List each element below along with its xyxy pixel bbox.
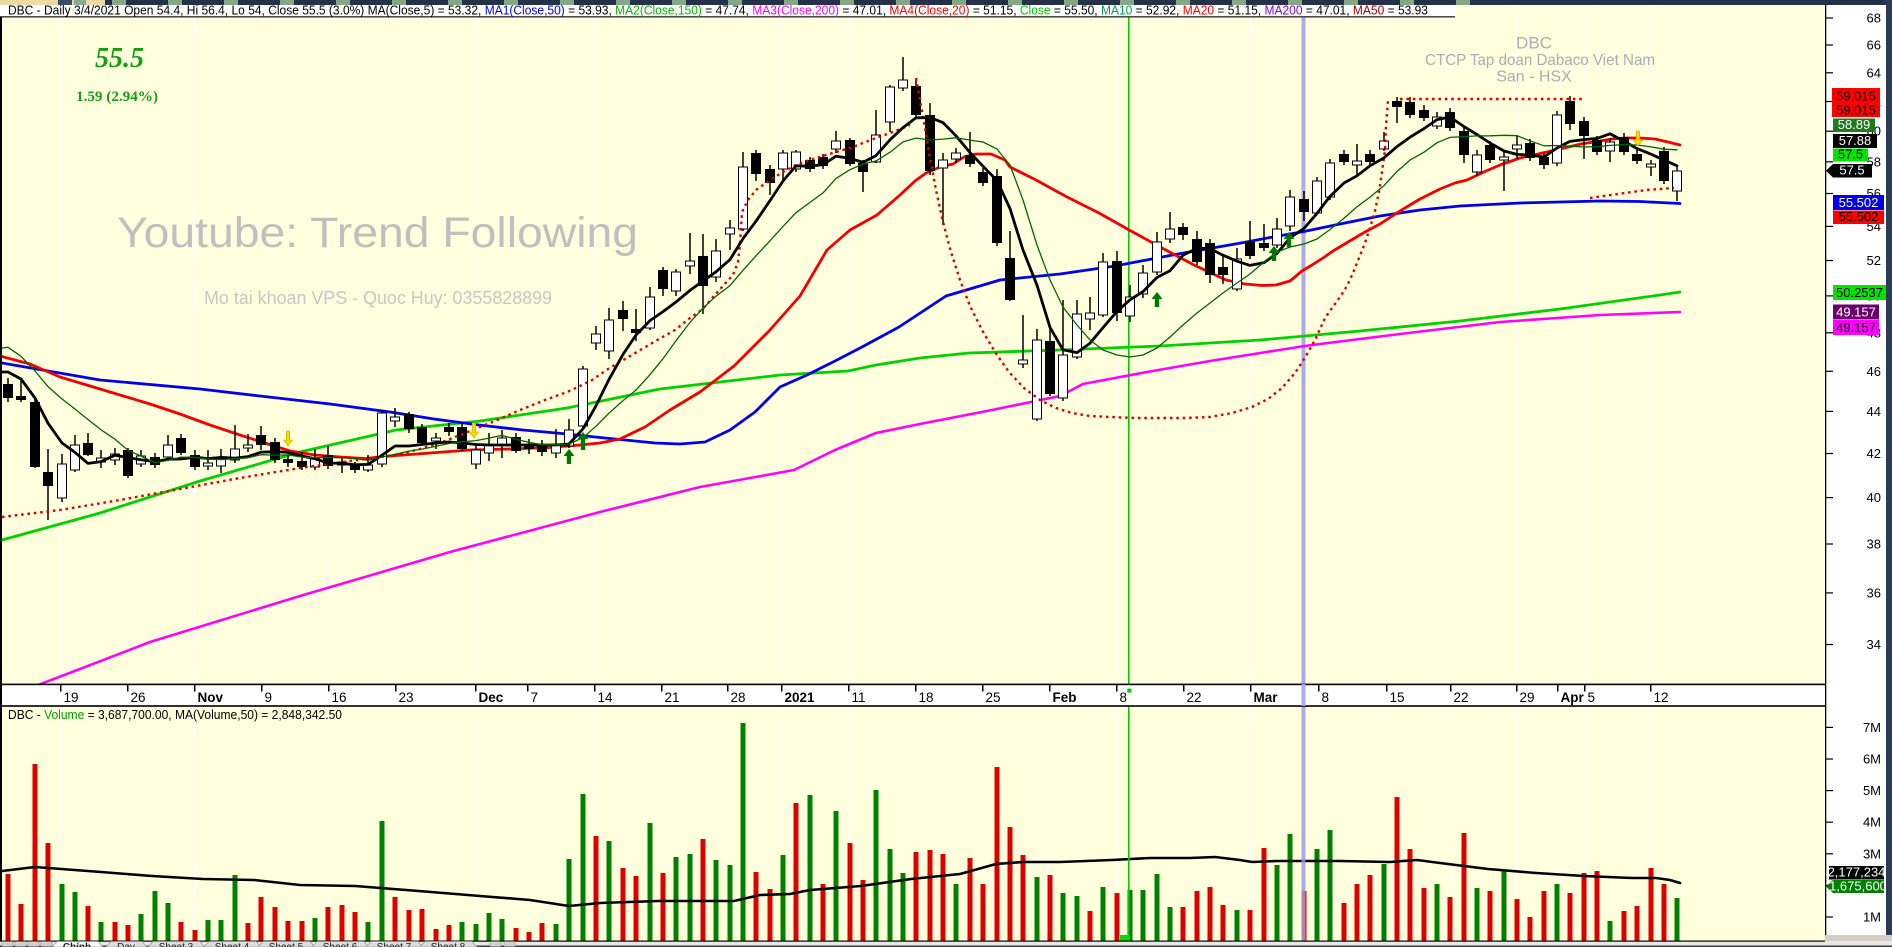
svg-text:55.5: 55.5 [95, 43, 144, 74]
svg-text:57.5: 57.5 [1838, 147, 1863, 162]
svg-text:12: 12 [1654, 690, 1669, 705]
svg-text:18: 18 [919, 690, 934, 705]
svg-text:59.015: 59.015 [1836, 103, 1876, 118]
svg-text:Chính: Chính [63, 942, 91, 947]
svg-text:55.502: 55.502 [1839, 209, 1879, 224]
svg-text:66: 66 [1867, 38, 1881, 53]
svg-text:6M: 6M [1863, 752, 1881, 767]
svg-text:Feb: Feb [1053, 690, 1077, 705]
svg-text:Mar: Mar [1254, 690, 1279, 705]
svg-text:46: 46 [1867, 364, 1881, 379]
svg-text:5: 5 [1588, 690, 1596, 705]
svg-text:Dec: Dec [479, 690, 504, 705]
svg-text:7M: 7M [1863, 720, 1881, 735]
svg-text:Sheet 4: Sheet 4 [215, 942, 250, 947]
svg-text:38: 38 [1867, 537, 1881, 552]
svg-text:Day: Day [117, 942, 135, 947]
svg-text:44: 44 [1867, 404, 1881, 419]
svg-text:4M: 4M [1863, 815, 1881, 830]
svg-text:2,177,234: 2,177,234 [1828, 865, 1886, 880]
svg-text:Mo tai khoan VPS - Quoc Huy: 0: Mo tai khoan VPS - Quoc Huy: 0355828899 [204, 288, 552, 308]
svg-text:5M: 5M [1863, 783, 1881, 798]
svg-text:40: 40 [1867, 490, 1881, 505]
svg-text:36: 36 [1867, 585, 1881, 600]
svg-text:21: 21 [665, 690, 680, 705]
svg-text:23: 23 [399, 690, 414, 705]
svg-text:San - HSX: San - HSX [1496, 69, 1572, 86]
svg-text:15: 15 [1390, 690, 1405, 705]
svg-text:Sheet 3: Sheet 3 [159, 942, 194, 947]
svg-text:9: 9 [265, 690, 273, 705]
svg-text:Sheet 7: Sheet 7 [377, 942, 412, 947]
svg-text:52: 52 [1867, 253, 1881, 268]
svg-text:CTCP Tap doan Dabaco Viet Nam: CTCP Tap doan Dabaco Viet Nam [1425, 52, 1655, 69]
svg-text:8: 8 [1120, 690, 1128, 705]
svg-text:34: 34 [1867, 637, 1881, 652]
svg-text:Sheet 5: Sheet 5 [269, 942, 304, 947]
svg-text:28: 28 [731, 690, 746, 705]
svg-text:58.89: 58.89 [1838, 117, 1871, 132]
svg-text:49.157: 49.157 [1836, 320, 1876, 335]
svg-text:Youtube: Trend Following: Youtube: Trend Following [117, 209, 638, 257]
svg-text:57.88: 57.88 [1839, 133, 1872, 148]
svg-text:11: 11 [852, 690, 866, 705]
svg-text:57.5: 57.5 [1839, 163, 1864, 178]
svg-text:59.015: 59.015 [1836, 89, 1876, 104]
svg-text:8: 8 [1322, 690, 1330, 705]
svg-text:19: 19 [64, 690, 79, 705]
svg-text:22: 22 [1187, 690, 1202, 705]
svg-text:25: 25 [986, 690, 1001, 705]
svg-text:49.157: 49.157 [1836, 305, 1876, 320]
svg-text:68: 68 [1867, 11, 1881, 26]
svg-text:42: 42 [1867, 446, 1881, 461]
svg-text:3M: 3M [1863, 846, 1881, 861]
svg-text:Sheet 6: Sheet 6 [323, 942, 358, 947]
svg-text:DBC - Daily 3/4/2021 Open 54.4: DBC - Daily 3/4/2021 Open 54.4, Hi 56.4,… [8, 3, 1428, 17]
svg-text:29: 29 [1520, 690, 1535, 705]
svg-text:1.59 (2.94%): 1.59 (2.94%) [76, 89, 158, 105]
svg-text:1,675,600: 1,675,600 [1829, 879, 1887, 894]
svg-text:Nov: Nov [198, 690, 224, 705]
svg-text:Sheet 8: Sheet 8 [431, 942, 466, 947]
svg-text:50.2537: 50.2537 [1836, 285, 1883, 300]
svg-text:16: 16 [332, 690, 347, 705]
svg-text:DBC - Volume = 3,687,700.00, M: DBC - Volume = 3,687,700.00, MA(Volume,5… [8, 708, 342, 722]
svg-text:14: 14 [598, 690, 614, 705]
svg-text:DBC: DBC [1516, 34, 1552, 53]
svg-text:Apr: Apr [1561, 690, 1585, 705]
svg-text:55.502: 55.502 [1839, 195, 1879, 210]
svg-text:2021: 2021 [785, 690, 816, 705]
svg-text:7: 7 [531, 690, 539, 705]
svg-text:1M: 1M [1863, 910, 1881, 925]
svg-text:22: 22 [1454, 690, 1469, 705]
svg-text:64: 64 [1867, 65, 1881, 80]
svg-text:26: 26 [131, 690, 146, 705]
